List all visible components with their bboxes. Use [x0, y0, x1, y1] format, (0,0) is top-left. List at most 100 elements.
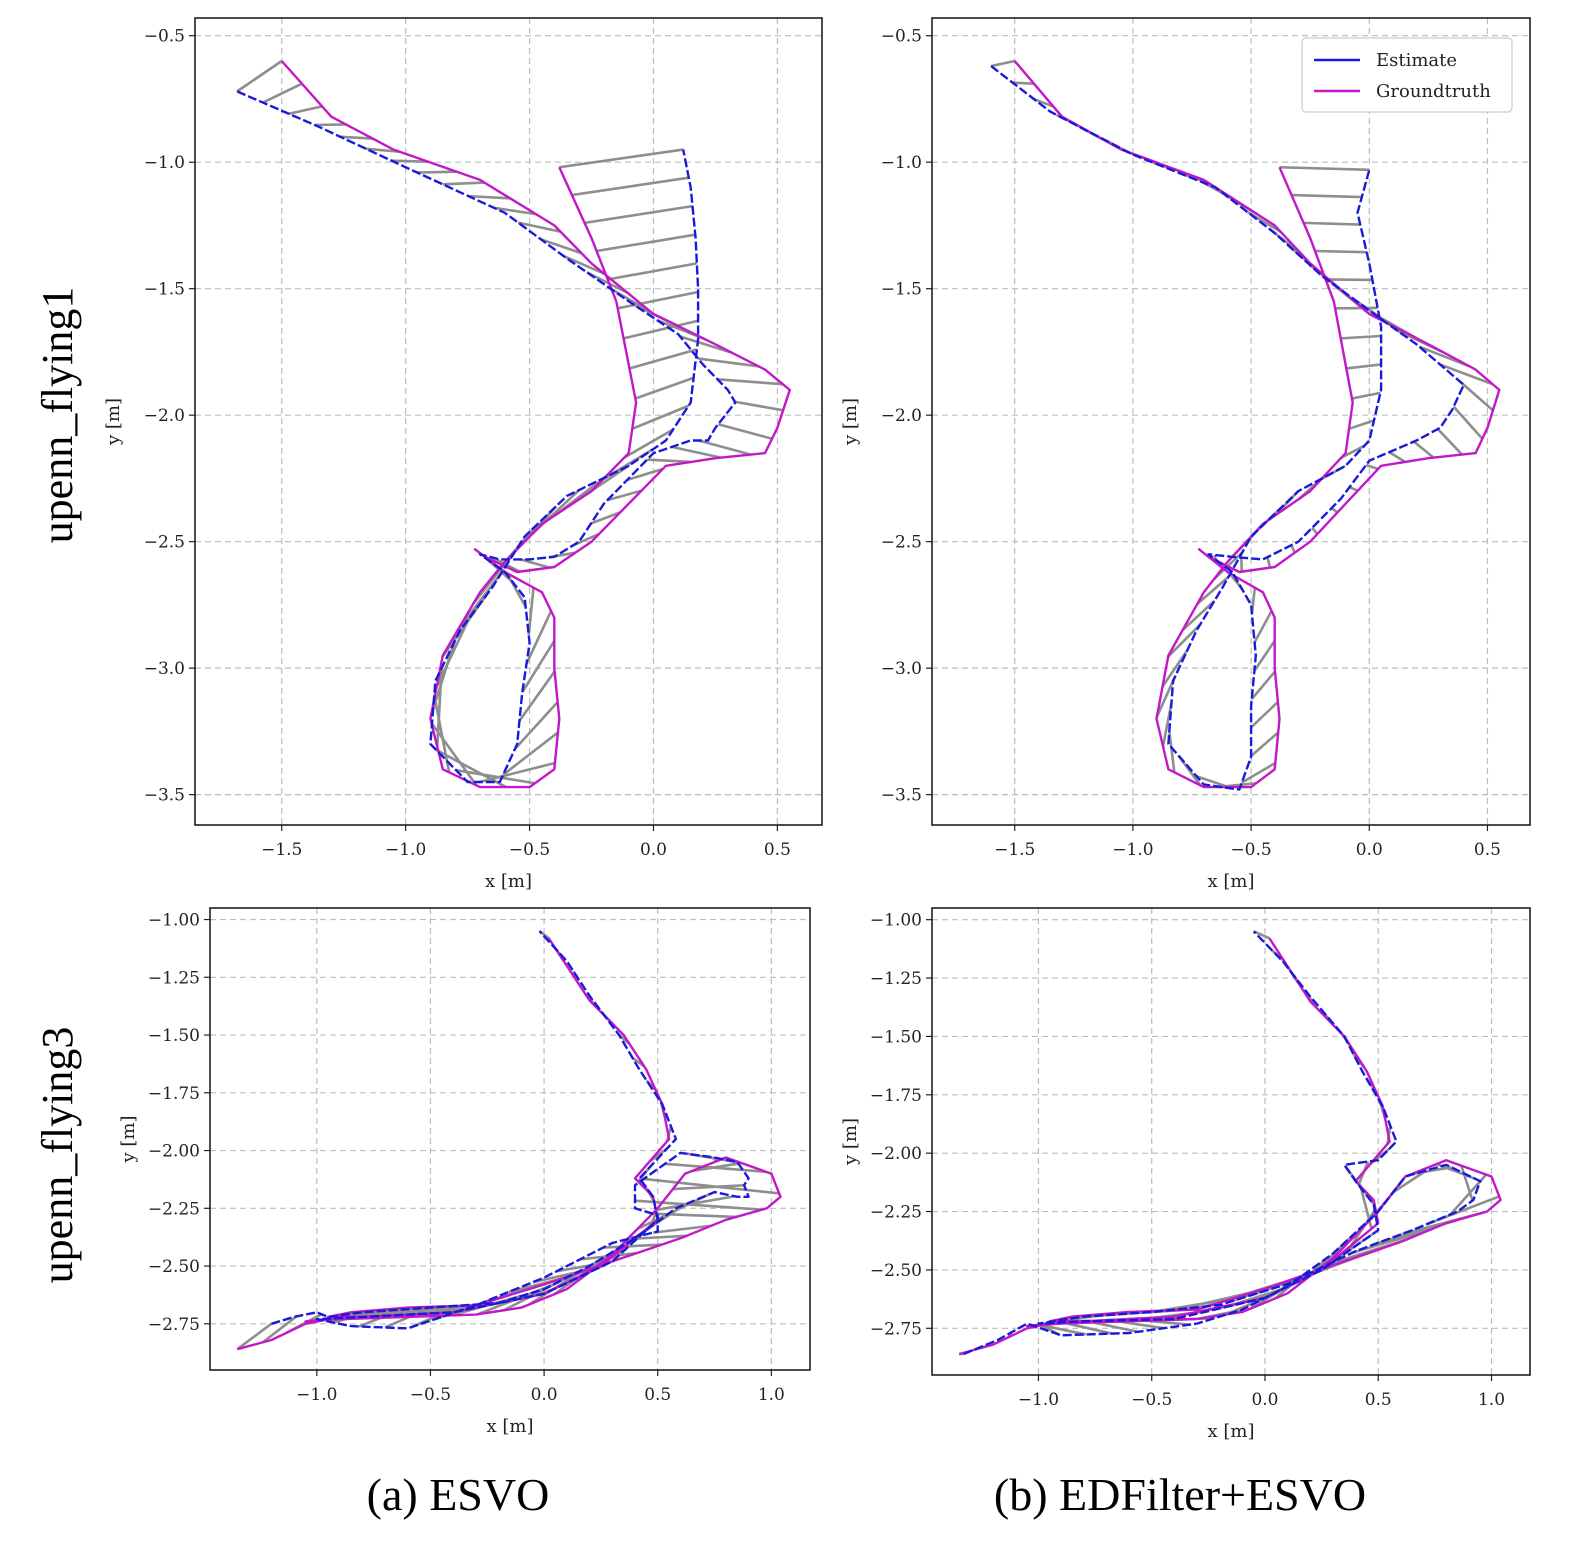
y-tick-label: −3.0	[144, 659, 185, 679]
error-segment	[365, 147, 400, 154]
x-axis-label: x [m]	[1208, 1421, 1255, 1442]
error-segment	[521, 640, 556, 693]
x-tick-label: 0.5	[644, 1385, 671, 1405]
x-tick-label: −0.5	[1131, 1390, 1172, 1410]
x-tick-label: 0.5	[1365, 1390, 1392, 1410]
error-segment	[442, 181, 485, 186]
error-segment	[1291, 193, 1362, 199]
chart-flying3-esvo: −1.0 −0.5 0.0 0.5 1.0 −1.00 −1.25 −1.50 −1.75 −2.…	[118, 907, 811, 1437]
y-tick-label: −0.5	[144, 27, 185, 47]
legend-entry: Estimate	[1376, 50, 1457, 71]
error-segment	[1279, 165, 1370, 172]
error-segment	[340, 135, 373, 140]
error-segment	[525, 610, 553, 665]
error-segment	[1167, 623, 1201, 658]
error-segment	[1290, 544, 1296, 554]
error-segment	[584, 204, 693, 225]
error-segment	[603, 1243, 662, 1249]
error-segment	[571, 176, 689, 197]
plot-frame	[931, 17, 1531, 826]
y-axis-label: y [m]	[118, 1115, 139, 1163]
error-segment	[1066, 1322, 1113, 1335]
legend-entry: Groundtruth	[1376, 81, 1491, 102]
x-axis-label: x [m]	[487, 1416, 534, 1437]
chart-flying1-edfilter-esvo: −1.5 −1.0 −0.5 0.0 0.5 −0.5 −1.0 −1.5 −2.0 −2.5 −3…	[840, 17, 1531, 892]
groundtruth-line	[280, 60, 791, 789]
error-segment	[1250, 701, 1279, 729]
error-segment	[1352, 1227, 1433, 1254]
row-label-upenn-flying1: upenn_flying1	[33, 287, 82, 544]
error-segment	[502, 731, 559, 776]
error-segment	[679, 335, 733, 354]
y-tick-label: −1.0	[144, 153, 185, 173]
error-segment	[607, 262, 698, 281]
error-segment	[1033, 98, 1054, 108]
y-tick-label: −3.5	[144, 786, 185, 806]
y-tick-label: −1.25	[148, 968, 200, 988]
error-segment	[1346, 363, 1382, 370]
x-tick-label: 0.0	[531, 1385, 558, 1405]
error-segment	[1196, 775, 1230, 789]
error-segment	[1119, 1320, 1164, 1330]
error-segment	[1303, 221, 1361, 226]
error-segment	[717, 378, 783, 386]
x-tick-label: 0.0	[640, 840, 667, 860]
x-tick-label: −1.5	[261, 840, 302, 860]
y-tick-label: −2.0	[881, 406, 922, 426]
error-segment	[435, 617, 471, 688]
x-tick-label: 1.0	[758, 1385, 785, 1405]
error-segment	[456, 570, 504, 631]
error-segment	[527, 587, 535, 636]
error-segment	[430, 722, 478, 787]
error-segment	[1168, 731, 1176, 773]
error-segment	[643, 1177, 780, 1195]
error-segment	[1266, 556, 1272, 568]
error-segment	[1325, 278, 1373, 282]
y-tick-label: −0.5	[881, 27, 922, 47]
error-segment	[671, 445, 722, 459]
y-tick-label: −2.25	[870, 1203, 922, 1223]
error-segment	[468, 194, 511, 200]
error-segment	[1093, 1321, 1139, 1334]
error-segment	[517, 221, 561, 233]
legend-box	[1301, 37, 1513, 113]
y-axis-label: y [m]	[103, 398, 124, 446]
y-tick-label: −1.50	[148, 1026, 200, 1046]
error-segment	[1250, 731, 1280, 757]
row-label-upenn-flying3: upenn_flying3	[33, 1027, 82, 1284]
error-segment	[652, 1224, 712, 1234]
y-tick-label: −1.75	[870, 1086, 922, 1106]
y-tick-label: −2.00	[148, 1142, 200, 1162]
groundtruth-line	[958, 937, 1502, 1356]
error-segment	[647, 458, 692, 464]
error-segment	[634, 376, 694, 400]
error-segment	[518, 670, 556, 722]
y-tick-label: −1.5	[144, 280, 185, 300]
y-tick-label: −1.00	[870, 911, 922, 931]
groundtruth-line	[236, 937, 782, 1351]
error-segment	[1314, 249, 1367, 254]
error-segment	[609, 287, 652, 314]
error-segment	[1439, 363, 1494, 386]
error-segment	[455, 768, 536, 785]
error-segment	[1459, 381, 1494, 412]
x-tick-label: −1.0	[296, 1385, 337, 1405]
error-segment	[631, 404, 690, 431]
error-segment	[1351, 391, 1381, 400]
estimate-line	[963, 930, 1482, 1356]
error-segment	[590, 511, 621, 525]
x-tick-label: −1.0	[385, 840, 426, 860]
error-segment	[391, 159, 429, 164]
error-segment	[665, 1162, 767, 1174]
y-tick-label: −2.25	[148, 1199, 200, 1219]
error-segment	[1253, 640, 1276, 672]
error-segment	[262, 82, 303, 104]
plot-frame	[931, 907, 1531, 1376]
error-segment	[697, 357, 759, 368]
error-segment	[1460, 1165, 1474, 1201]
error-segment	[236, 59, 283, 93]
y-tick-label: −2.75	[870, 1319, 922, 1339]
y-tick-label: −2.00	[870, 1144, 922, 1164]
y-tick-label: −1.5	[881, 280, 922, 300]
y-tick-label: −3.5	[881, 786, 922, 806]
